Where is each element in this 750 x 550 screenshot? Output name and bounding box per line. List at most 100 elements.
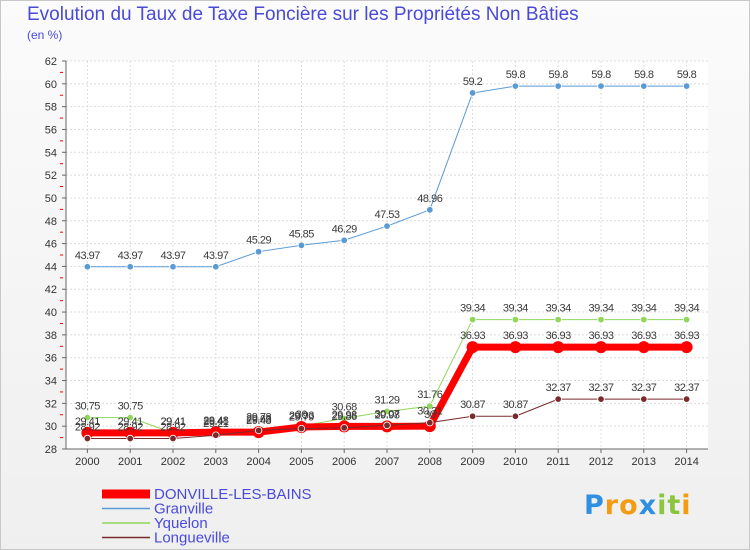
data-point-granville xyxy=(254,247,263,256)
data-label-granville: 43.97 xyxy=(118,250,143,262)
data-point-yquelon xyxy=(426,402,434,410)
data-point-longueville xyxy=(682,395,691,403)
y-tick-label: 50 xyxy=(45,193,57,205)
data-point-yquelon xyxy=(682,315,691,324)
data-label-longueville: 32.37 xyxy=(588,382,613,394)
y-tick-label: 32 xyxy=(45,398,57,410)
data-label-granville: 45.85 xyxy=(289,228,314,240)
data-label-granville: 45.29 xyxy=(246,235,271,247)
data-label-longueville: 28.92 xyxy=(160,422,185,434)
data-label-donville-les-bains: 36.93 xyxy=(588,330,613,342)
logo-letter: r xyxy=(604,490,620,521)
data-point-donville-les-bains xyxy=(466,341,479,354)
data-point-granville xyxy=(126,263,134,271)
y-tick-label: 40 xyxy=(45,307,57,319)
data-label-granville: 46.29 xyxy=(332,223,357,235)
data-label-granville: 43.97 xyxy=(75,250,100,262)
data-point-yquelon xyxy=(83,413,92,422)
x-tick-label: 2006 xyxy=(332,456,356,468)
x-tick-label: 2012 xyxy=(589,456,613,468)
data-label-donville-les-bains: 29.98 xyxy=(374,409,399,421)
y-tick-label: 44 xyxy=(45,261,57,273)
y-tick-label: 30 xyxy=(45,421,57,433)
data-label-longueville: 29.21 xyxy=(203,418,228,430)
data-point-yquelon xyxy=(640,315,648,324)
data-label-donville-les-bains: 29.41 xyxy=(75,416,100,428)
data-label-donville-les-bains: 29.48 xyxy=(246,415,271,427)
data-point-granville xyxy=(383,222,391,230)
data-point-yquelon xyxy=(126,413,134,422)
data-label-yquelon: 31.76 xyxy=(417,389,442,401)
y-tick-label: 52 xyxy=(45,170,57,182)
data-label-longueville: 32.37 xyxy=(546,382,571,394)
data-label-yquelon: 30.75 xyxy=(75,401,100,413)
data-label-yquelon: 39.34 xyxy=(588,303,613,315)
data-label-granville: 48.96 xyxy=(417,193,442,205)
legend-label-donville-les-bains: DONVILLE-LES-BAINS xyxy=(154,486,312,503)
x-tick-label: 2000 xyxy=(75,456,99,468)
data-label-donville-les-bains: 29.41 xyxy=(160,416,185,428)
data-label-yquelon: 39.34 xyxy=(503,303,528,315)
y-tick-label: 60 xyxy=(45,79,57,91)
data-point-longueville xyxy=(468,412,477,420)
data-label-donville-les-bains: 36.93 xyxy=(546,330,571,342)
data-label-donville-les-bains: 36.93 xyxy=(503,330,528,342)
data-label-granville: 43.97 xyxy=(203,250,228,262)
data-point-longueville xyxy=(426,418,434,427)
logo-letter: o xyxy=(619,490,639,521)
data-point-granville xyxy=(554,82,562,90)
data-label-donville-les-bains: 30 xyxy=(424,409,436,421)
x-tick-label: 2008 xyxy=(418,456,442,468)
data-label-longueville: 32.37 xyxy=(631,382,656,394)
y-tick-label: 46 xyxy=(45,239,57,251)
data-point-longueville xyxy=(169,434,177,443)
data-label-yquelon: 39.34 xyxy=(460,303,485,315)
data-label-longueville: 29.63 xyxy=(246,413,271,425)
y-tick-label: 36 xyxy=(45,353,57,365)
x-tick-label: 2009 xyxy=(460,456,484,468)
data-label-granville: 47.53 xyxy=(374,209,399,221)
data-label-yquelon: 30 xyxy=(296,409,308,421)
y-tick-label: 34 xyxy=(45,376,57,388)
unit-label: (en %) xyxy=(27,28,63,42)
x-tick-label: 2013 xyxy=(632,456,656,468)
logo-letter: i xyxy=(681,490,692,521)
data-label-donville-les-bains: 29.41 xyxy=(118,416,143,428)
x-tick-label: 2007 xyxy=(375,456,399,468)
data-label-longueville: 32.37 xyxy=(674,382,699,394)
y-tick-label: 48 xyxy=(45,216,57,228)
x-tick-label: 2014 xyxy=(674,456,698,468)
logo-letter: t xyxy=(667,490,682,521)
logo-letter: x xyxy=(638,490,658,521)
data-point-yquelon xyxy=(597,315,605,324)
data-point-longueville xyxy=(297,424,306,433)
data-point-yquelon xyxy=(468,315,477,324)
data-label-longueville: 30.87 xyxy=(503,399,528,411)
logo-letter: P xyxy=(584,490,605,521)
data-point-longueville xyxy=(126,434,134,443)
data-label-longueville: 30.87 xyxy=(460,399,485,411)
chart-title: Evolution du Taux de Taxe Foncière sur l… xyxy=(27,4,579,25)
data-point-longueville xyxy=(212,431,220,439)
x-tick-label: 2005 xyxy=(289,456,313,468)
y-tick-label: 62 xyxy=(45,56,57,68)
x-tick-label: 2010 xyxy=(503,456,527,468)
data-label-donville-les-bains: 29.98 xyxy=(332,409,357,421)
data-point-longueville xyxy=(554,395,562,403)
data-point-longueville xyxy=(511,412,520,420)
data-point-granville xyxy=(83,263,92,271)
data-label-longueville: 29.86 xyxy=(332,411,357,423)
data-point-donville-les-bains xyxy=(124,426,137,439)
data-point-yquelon xyxy=(554,315,562,324)
proxiti-logo: Proxiti xyxy=(584,490,692,521)
data-label-granville: 59.8 xyxy=(677,69,697,81)
data-point-yquelon xyxy=(511,315,520,324)
data-point-longueville xyxy=(254,426,263,435)
data-point-granville xyxy=(212,263,220,271)
data-label-donville-les-bains: 29.93 xyxy=(289,410,314,422)
data-label-yquelon: 31.29 xyxy=(374,394,399,406)
data-label-granville: 59.2 xyxy=(463,76,483,88)
data-label-donville-les-bains: 36.93 xyxy=(631,330,656,342)
legend-label-longueville: Longueville xyxy=(154,530,230,547)
